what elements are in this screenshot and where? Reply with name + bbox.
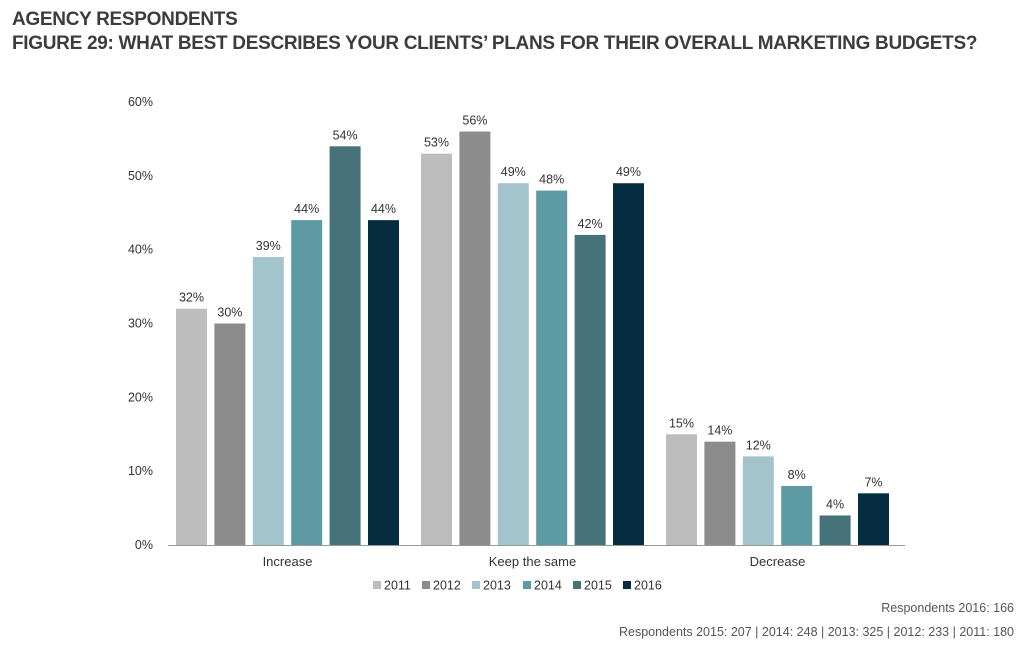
bar-value-label: 42% bbox=[578, 217, 603, 231]
legend-swatch bbox=[373, 581, 381, 589]
bar bbox=[252, 257, 284, 545]
bar bbox=[819, 515, 851, 545]
bar bbox=[421, 153, 452, 545]
chart-supertitle: AGENCY RESPONDENTS bbox=[12, 9, 238, 30]
respondents-2016-note: Respondents 2016: 166 bbox=[881, 601, 1014, 615]
x-category-label: Keep the same bbox=[489, 554, 576, 569]
y-tick-label: 40% bbox=[128, 243, 153, 257]
bar bbox=[291, 220, 323, 545]
bar bbox=[329, 146, 361, 546]
bar-value-label: 15% bbox=[669, 416, 694, 430]
bar-value-label: 49% bbox=[616, 165, 641, 179]
x-category-label: Increase bbox=[263, 554, 313, 569]
legend-swatch bbox=[623, 581, 631, 589]
bar-value-label: 30% bbox=[217, 306, 242, 320]
bar-value-label: 56% bbox=[462, 114, 487, 128]
legend-label: 2014 bbox=[534, 579, 562, 593]
bar bbox=[704, 441, 736, 545]
bar bbox=[497, 183, 529, 545]
bar-value-label: 4% bbox=[826, 497, 844, 511]
bar-value-label: 53% bbox=[424, 136, 449, 150]
legend-label: 2012 bbox=[433, 579, 461, 593]
bar-value-label: 39% bbox=[256, 239, 281, 253]
y-tick-label: 10% bbox=[128, 464, 153, 478]
legend-label: 2015 bbox=[584, 579, 612, 593]
bar bbox=[858, 493, 889, 545]
legend-swatch bbox=[422, 581, 430, 589]
x-category-label: Decrease bbox=[750, 554, 806, 569]
bar-value-label: 12% bbox=[746, 438, 771, 452]
bar bbox=[176, 308, 207, 545]
bar bbox=[459, 131, 491, 546]
bar-value-label: 54% bbox=[333, 128, 358, 142]
y-tick-label: 60% bbox=[128, 95, 153, 109]
legend-swatch bbox=[472, 581, 480, 589]
bar-value-label: 44% bbox=[371, 202, 396, 216]
bar-value-label: 14% bbox=[707, 424, 732, 438]
y-tick-label: 20% bbox=[128, 390, 153, 404]
bar bbox=[666, 434, 697, 545]
chart-header: AGENCY RESPONDENTS FIGURE 29: WHAT BEST … bbox=[12, 8, 1012, 56]
bar bbox=[781, 485, 813, 545]
respondents-history-note: Respondents 2015: 207 | 2014: 248 | 2013… bbox=[618, 625, 1014, 639]
bar-value-label: 49% bbox=[501, 165, 526, 179]
bar bbox=[214, 323, 246, 545]
bar-value-label: 48% bbox=[539, 173, 564, 187]
y-tick-label: 30% bbox=[128, 317, 153, 331]
bar bbox=[536, 190, 568, 545]
bar-value-label: 8% bbox=[788, 468, 806, 482]
bar-value-label: 7% bbox=[864, 475, 882, 489]
legend-label: 2013 bbox=[483, 579, 511, 593]
chart-title: FIGURE 29: WHAT BEST DESCRIBES YOUR CLIE… bbox=[12, 33, 978, 54]
bar bbox=[742, 456, 774, 545]
bar-value-label: 44% bbox=[294, 202, 319, 216]
y-tick-label: 0% bbox=[135, 538, 153, 552]
y-tick-label: 50% bbox=[128, 169, 153, 183]
legend-label: 2011 bbox=[384, 579, 411, 593]
legend-swatch bbox=[573, 581, 581, 589]
bar-value-label: 32% bbox=[179, 291, 204, 305]
legend-swatch bbox=[523, 581, 531, 589]
bar bbox=[613, 183, 644, 545]
bar bbox=[574, 234, 606, 545]
bar bbox=[368, 220, 399, 545]
legend-label: 2016 bbox=[634, 579, 662, 593]
